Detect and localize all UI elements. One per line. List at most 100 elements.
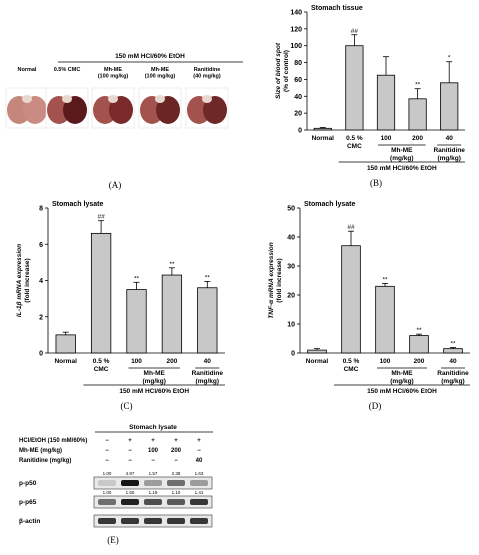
treatment-row-label: Mh-ME (mg/kg) xyxy=(19,448,62,454)
group-label: (mg/kg) xyxy=(196,378,219,385)
y-axis-label: TNF-α mRNA expression xyxy=(268,242,275,318)
stomach-tissue xyxy=(203,96,227,124)
treatment-label: 150 mM HCl/60% EtOH xyxy=(367,388,437,395)
x-tick-label: 0.5 % xyxy=(343,358,360,365)
x-tick-label: Normal xyxy=(54,358,77,365)
x-tick-label: 40 xyxy=(204,358,212,365)
treatment-cell: − xyxy=(105,458,109,464)
bar xyxy=(376,74,396,131)
y-tick-label: 80 xyxy=(294,60,302,67)
blot-quant: 1.57 xyxy=(149,471,158,476)
treatment-cell: + xyxy=(128,438,132,444)
x-tick-label: 0.5 % xyxy=(346,135,363,142)
significance-mark: ** xyxy=(382,276,388,283)
y-tick-label: 40 xyxy=(287,235,295,242)
group-label: Ranitidine xyxy=(192,370,224,377)
group-label: Mh-ME xyxy=(391,370,413,377)
panel-c: Stomach lysate 0 2 4 6 8 IL-1β mRNA expression… xyxy=(0,190,245,415)
significance-mark: ## xyxy=(351,28,359,35)
treatment-row-label: HCl/EtOH (150 mM/60%) xyxy=(19,438,87,444)
blot-band xyxy=(144,518,162,524)
blot-quant: 1.50 xyxy=(126,490,135,495)
stomach-tissue xyxy=(22,95,32,103)
group-label: (mg/kg) xyxy=(437,155,460,162)
y-tick-label: 30 xyxy=(287,264,295,271)
treatment-cell: 100 xyxy=(148,448,159,454)
panel-a-group-label: 0.5% CMC xyxy=(54,67,81,73)
y-tick-label: 20 xyxy=(294,111,302,118)
group-label: (mg/kg) xyxy=(441,378,464,385)
blot-label: β-actin xyxy=(19,518,40,525)
stomach-tissue xyxy=(108,95,118,103)
panel-b: Stomach tissue 0 20 40 60 80 100 120 140 Size of … xyxy=(245,0,479,190)
stomach-tissue xyxy=(156,96,180,124)
x-tick-label: 100 xyxy=(131,358,142,365)
blot-band xyxy=(121,518,139,524)
x-tick-label: 100 xyxy=(380,358,391,365)
panel-d: Stomach lysate 0 10 20 30 40 50 TNF-α mRNA expr… xyxy=(245,190,479,415)
panel-c-chart: Stomach lysate 0 2 4 6 8 IL-1β mRNA expression… xyxy=(16,201,225,411)
blot-label: p-p50 xyxy=(19,480,37,487)
stomach-tissue xyxy=(109,96,133,124)
y-axis-label: (fold increase) xyxy=(276,258,283,302)
significance-mark: ** xyxy=(205,274,211,281)
panel-letter: (C) xyxy=(121,401,133,411)
significance-mark: ** xyxy=(134,275,140,282)
x-tick-label: 100 xyxy=(381,135,392,142)
panel-a-header: 150 mM HCl/60% EtOH xyxy=(115,53,185,60)
panel-e: Stomach lysate HCl/EtOH (150 mM/60%) − + + + +… xyxy=(0,415,479,550)
bar xyxy=(341,245,361,354)
stomach-tissue xyxy=(62,95,72,103)
treatment-cell: − xyxy=(128,458,132,464)
blot-quant: 1.41 xyxy=(195,490,204,495)
panel-letter: (D) xyxy=(369,401,382,411)
bar xyxy=(345,45,364,131)
y-tick-label: 20 xyxy=(287,293,295,300)
y-tick-label: 10 xyxy=(287,322,295,329)
panel-a-group-label: Mh-ME xyxy=(151,67,169,73)
stomach-tissue xyxy=(202,95,212,103)
bar xyxy=(375,285,395,354)
y-tick-label: 0 xyxy=(291,351,295,358)
panel-letter: (B) xyxy=(370,178,382,188)
blot-band xyxy=(121,480,139,486)
significance-mark: ** xyxy=(450,340,456,347)
treatment-cell: 40 xyxy=(196,458,203,464)
stomach-image xyxy=(185,87,229,129)
significance-mark: ## xyxy=(97,214,105,221)
chart-title: Stomach lysate xyxy=(304,201,355,208)
y-axis-label: (% of control) xyxy=(283,50,290,92)
group-label: (mg/kg) xyxy=(390,155,413,162)
treatment-cell: − xyxy=(105,448,109,454)
bar xyxy=(307,349,327,354)
treatment-cell: − xyxy=(128,448,132,454)
panel-e-blot: Stomach lysate HCl/EtOH (150 mM/60%) − + + + +… xyxy=(19,424,213,545)
panel-a-group-label: Mh-ME xyxy=(104,67,122,73)
panel-a: 150 mM HCl/60% EtOH Normal 0.5% CMC Mh-ME (1… xyxy=(0,0,245,190)
blot-quant: 1.19 xyxy=(149,490,158,495)
group-label: Mh-ME xyxy=(144,370,166,377)
significance-mark: ** xyxy=(415,82,421,89)
blot-band xyxy=(190,518,208,524)
panel-a-group-label: Normal xyxy=(18,67,37,73)
bar xyxy=(409,335,429,354)
blot-band xyxy=(144,480,162,486)
significance-mark: ** xyxy=(416,327,422,334)
blot-band xyxy=(98,518,116,524)
bar xyxy=(90,232,112,354)
bar xyxy=(197,287,218,354)
blot-quant: 1.10 xyxy=(172,490,181,495)
chart-title: Stomach tissue xyxy=(311,5,363,12)
blot-band xyxy=(144,499,162,505)
treatment-cell: + xyxy=(197,438,201,444)
x-tick-label: Normal xyxy=(312,135,335,142)
blot-band xyxy=(167,499,185,505)
y-tick-label: 4 xyxy=(39,278,43,285)
panel-a-group-label: (100 mg/kg) xyxy=(98,74,129,80)
bar xyxy=(161,274,183,354)
x-tick-label: 40 xyxy=(446,135,454,142)
y-tick-label: 6 xyxy=(39,242,43,249)
blot-quant: 1.00 xyxy=(103,490,112,495)
y-tick-label: 140 xyxy=(290,10,302,17)
treatment-cell: − xyxy=(174,458,178,464)
